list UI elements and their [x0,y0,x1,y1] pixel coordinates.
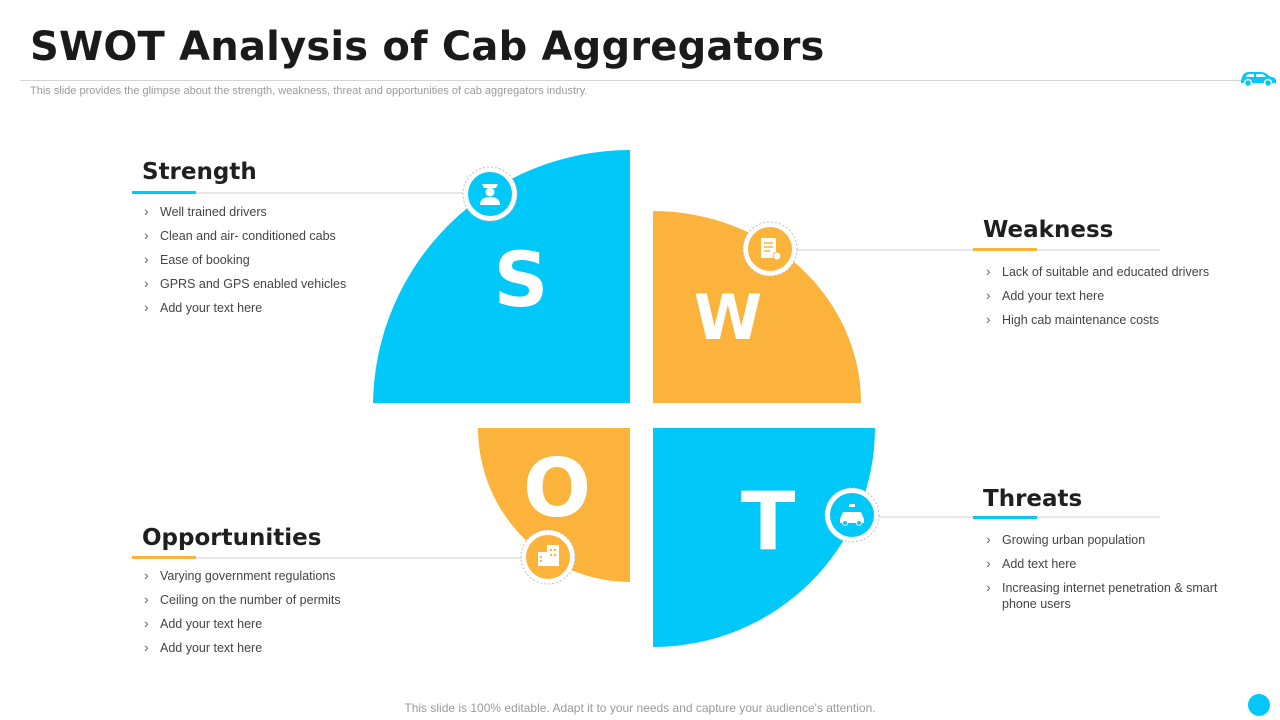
car-icon [1241,72,1276,88]
page-subtitle: This slide provides the glimpse about th… [30,85,588,97]
list-item: Add your text here [142,299,442,316]
corner-dot [1248,694,1270,716]
list-item: GPRS and GPS enabled vehicles [142,275,442,292]
strength-title: Strength [142,159,257,185]
weakness-quadrant [653,211,861,403]
list-item: Add your text here [142,615,442,632]
threats-underline [973,516,1037,519]
list-item: Lack of suitable and educated drivers [984,263,1254,280]
list-item: Ceiling on the number of permits [142,591,442,608]
taxi-icon [824,487,880,543]
strength-list: Well trained drivers Clean and air- cond… [142,203,442,324]
threats-letter: T [741,475,796,568]
opportunities-list: Varying government regulations Ceiling o… [142,567,442,664]
weakness-list: Lack of suitable and educated drivers Ad… [984,263,1254,336]
footer-note: This slide is 100% editable. Adapt it to… [404,701,876,715]
weakness-title: Weakness [983,217,1114,243]
strength-letter: S [494,235,549,324]
building-icon [520,529,576,585]
list-item: Add text here [984,555,1244,572]
weakness-underline [973,248,1037,251]
document-icon [742,221,798,277]
threats-title: Threats [983,486,1083,512]
opportunities-underline [132,556,196,559]
strength-quadrant [373,149,630,403]
list-item: Add your text here [142,639,442,656]
driver-icon [462,166,518,222]
opportunities-quadrant [478,428,630,582]
list-item: Clean and air- conditioned cabs [142,227,442,244]
list-item: Well trained drivers [142,203,442,220]
opportunities-letter: O [523,442,591,535]
list-item: High cab maintenance costs [984,311,1254,328]
page-title: SWOT Analysis of Cab Aggregators [30,24,825,70]
threats-list: Growing urban population Add text here I… [984,531,1244,620]
title-divider [20,80,1242,81]
list-item: Add your text here [984,287,1254,304]
threats-quadrant [653,428,875,647]
strength-underline [132,191,196,194]
list-item: Increasing internet penetration & smart … [984,579,1244,612]
opportunities-title: Opportunities [142,525,322,551]
weakness-letter: W [694,281,762,354]
list-item: Ease of booking [142,251,442,268]
list-item: Growing urban population [984,531,1244,548]
list-item: Varying government regulations [142,567,442,584]
